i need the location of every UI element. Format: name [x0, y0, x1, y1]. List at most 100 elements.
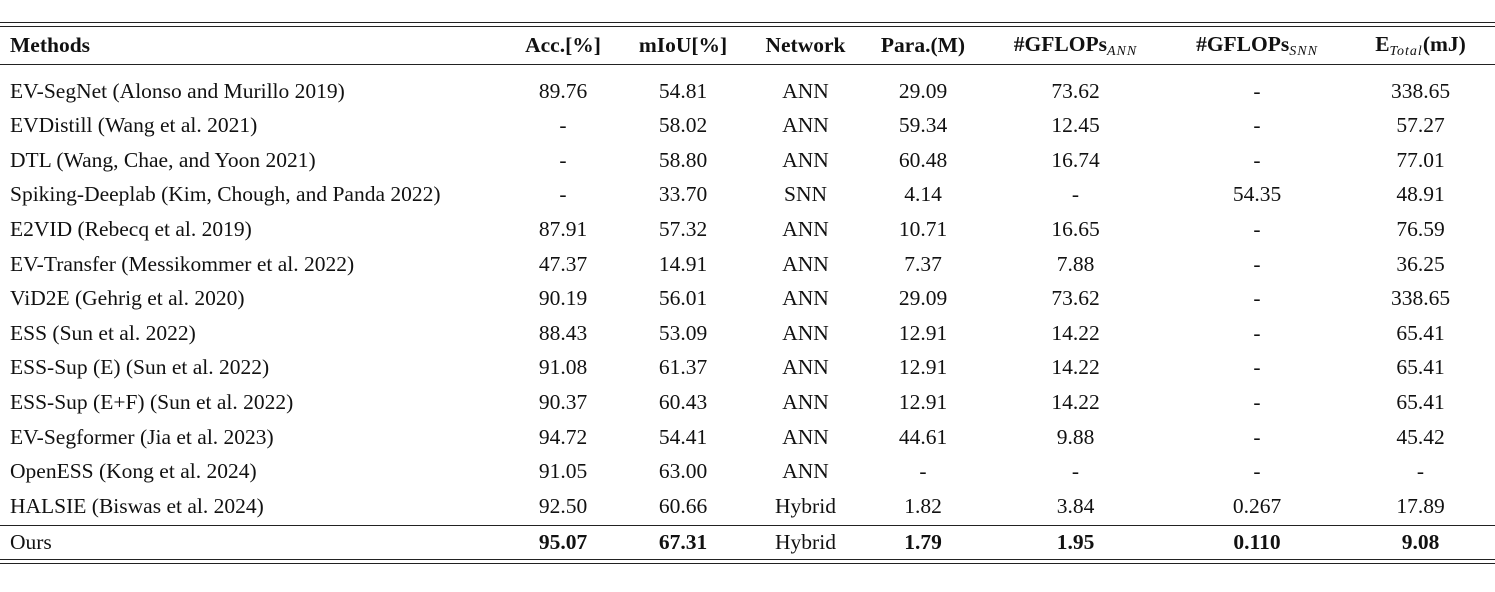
cell-miou: 54.81 [658, 79, 708, 104]
cell-gflops-snn: - [1253, 251, 1261, 276]
cell-parameters: 12.91 [898, 390, 948, 415]
cell-parameters: 1.82 [904, 494, 942, 519]
cell-energy: 57.27 [1396, 113, 1445, 138]
cell-gflops-ann: 3.84 [1056, 494, 1095, 519]
cell-network: ANN [782, 286, 829, 311]
cell-method: EV-SegNet (Alonso and Murillo 2019) [10, 79, 345, 104]
cell-gflops-snn: - [1253, 390, 1261, 415]
cell-energy: 65.41 [1396, 355, 1445, 380]
cell-gflops-snn: 54.35 [1232, 182, 1282, 207]
header-energy-unit: (mJ) [1422, 31, 1466, 56]
cell-gflops-snn: - [1253, 217, 1261, 242]
cell-network: Hybrid [775, 494, 836, 519]
table-row: ESS-Sup (E) (Sun et al. 2022) 91.08 61.3… [0, 351, 1495, 386]
cell-miou: 14.91 [658, 251, 708, 276]
cell-miou: 53.09 [658, 320, 708, 345]
cell-energy: 76.59 [1396, 217, 1445, 242]
cell-accuracy: - [559, 182, 567, 207]
header-parameters: Para.(M) [863, 26, 983, 65]
table-row: Spiking-Deeplab (Kim, Chough, and Panda … [0, 178, 1495, 213]
cell-gflops-ann: 14.22 [1051, 390, 1100, 415]
cell-parameters: 10.71 [898, 217, 948, 242]
cell-miou: 33.70 [658, 182, 708, 207]
cell-gflops-snn: - [1253, 79, 1261, 104]
cell-accuracy: 92.50 [538, 494, 588, 519]
table-row: EVDistill (Wang et al. 2021) - 58.02 ANN… [0, 109, 1495, 144]
cell-gflops-snn: - [1253, 355, 1261, 380]
cell-energy: 77.01 [1396, 147, 1445, 172]
cell-gflops-ann: - [1071, 182, 1080, 207]
header-gflops-snn: #GFLOPsSNN [1168, 26, 1346, 65]
cell-network: ANN [782, 113, 829, 138]
cell-accuracy: 94.72 [538, 424, 588, 449]
comparison-table: Methods Acc.[%] mIoU[%] Network Para.(M)… [0, 26, 1495, 560]
header-gflops-snn-main: #GFLOPs [1196, 31, 1290, 56]
cell-energy: 65.41 [1396, 320, 1445, 345]
cell-energy: - [1416, 459, 1425, 484]
cell-gflops-ann: 9.88 [1056, 424, 1095, 449]
cell-gflops-ann: 16.74 [1051, 147, 1100, 172]
cell-gflops-snn: - [1253, 113, 1261, 138]
table-row: EV-Transfer (Messikommer et al. 2022) 47… [0, 247, 1495, 282]
header-miou: mIoU[%] [618, 26, 748, 65]
table-row: EV-SegNet (Alonso and Murillo 2019) 89.7… [0, 65, 1495, 109]
comparison-table-container: Methods Acc.[%] mIoU[%] Network Para.(M)… [0, 22, 1495, 564]
cell-method: ESS-Sup (E+F) (Sun et al. 2022) [10, 390, 294, 415]
cell-accuracy: 90.37 [538, 390, 588, 415]
table-row-ours: Ours 95.07 67.31 Hybrid 1.79 1.95 0.110 … [0, 524, 1495, 560]
cell-gflops-snn: - [1253, 424, 1261, 449]
table-row: HALSIE (Biswas et al. 2024) 92.50 60.66 … [0, 489, 1495, 525]
cell-parameters: - [919, 459, 927, 484]
cell-energy: 17.89 [1396, 494, 1445, 519]
cell-energy: 48.91 [1396, 182, 1445, 207]
cell-parameters: 29.09 [898, 286, 948, 311]
table-body: EV-SegNet (Alonso and Murillo 2019) 89.7… [0, 65, 1495, 560]
cell-miou: 54.41 [658, 424, 708, 449]
cell-network: ANN [782, 147, 829, 172]
cell-accuracy: 95.07 [508, 524, 618, 560]
cell-miou: 60.66 [658, 494, 708, 519]
cell-gflops-ann: 12.45 [1051, 113, 1100, 138]
cell-gflops-ann: 1.95 [983, 524, 1168, 560]
cell-network: ANN [782, 390, 829, 415]
table-row: E2VID (Rebecq et al. 2019) 87.91 57.32 A… [0, 212, 1495, 247]
cell-miou: 61.37 [658, 355, 708, 380]
cell-gflops-ann: 16.65 [1051, 217, 1100, 242]
cell-method: Spiking-Deeplab (Kim, Chough, and Panda … [10, 182, 441, 207]
header-gflops-snn-subscript: SNN [1289, 43, 1318, 59]
cell-network: ANN [782, 424, 829, 449]
header-methods: Methods [0, 26, 508, 65]
cell-network: ANN [782, 251, 829, 276]
cell-miou: 67.31 [618, 524, 748, 560]
table-row: ESS (Sun et al. 2022) 88.43 53.09 ANN 12… [0, 316, 1495, 351]
cell-parameters: 4.14 [904, 182, 942, 207]
cell-method: EV-Segformer (Jia et al. 2023) [10, 424, 274, 449]
cell-gflops-snn: - [1253, 286, 1261, 311]
cell-parameters: 60.48 [898, 147, 948, 172]
cell-miou: 58.02 [658, 113, 708, 138]
table-row: ViD2E (Gehrig et al. 2020) 90.19 56.01 A… [0, 281, 1495, 316]
header-accuracy: Acc.[%] [508, 26, 618, 65]
cell-network: ANN [782, 320, 829, 345]
cell-method: ViD2E (Gehrig et al. 2020) [10, 286, 245, 311]
cell-parameters: 12.91 [898, 320, 948, 345]
cell-gflops-ann: 7.88 [1056, 251, 1095, 276]
cell-gflops-snn: 0.267 [1232, 494, 1282, 519]
cell-accuracy: 87.91 [538, 217, 588, 242]
cell-method: E2VID (Rebecq et al. 2019) [10, 217, 252, 242]
table-row: OpenESS (Kong et al. 2024) 91.05 63.00 A… [0, 454, 1495, 489]
cell-method: Ours [0, 524, 508, 560]
cell-energy: 338.65 [1390, 79, 1451, 104]
table-row: DTL (Wang, Chae, and Yoon 2021) - 58.80 … [0, 143, 1495, 178]
cell-network: ANN [782, 355, 829, 380]
cell-network: ANN [782, 459, 829, 484]
cell-gflops-ann: 14.22 [1051, 355, 1100, 380]
cell-network: Hybrid [748, 524, 863, 560]
cell-parameters: 59.34 [898, 113, 948, 138]
cell-parameters: 12.91 [898, 355, 948, 380]
header-row: Methods Acc.[%] mIoU[%] Network Para.(M)… [0, 26, 1495, 65]
cell-method: EVDistill (Wang et al. 2021) [10, 113, 258, 138]
header-energy-main: E [1375, 31, 1390, 56]
cell-miou: 57.32 [658, 217, 708, 242]
cell-gflops-ann: 14.22 [1051, 320, 1100, 345]
